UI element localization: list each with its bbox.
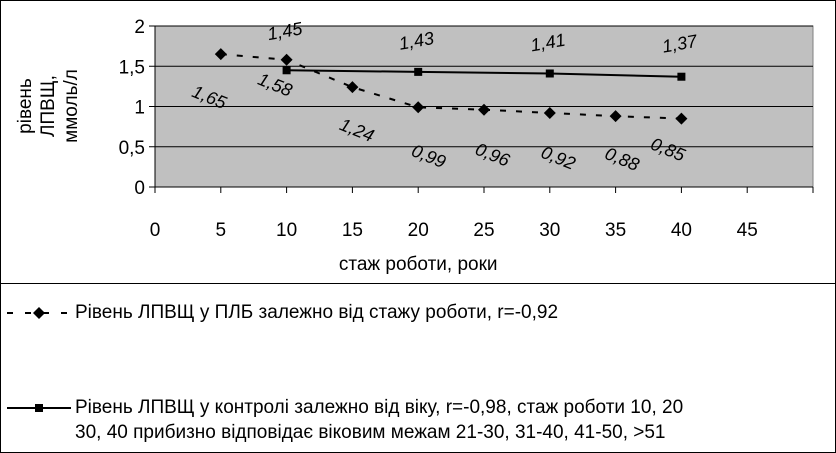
series1-point <box>543 106 556 119</box>
series2-point <box>677 72 686 81</box>
legend-entry-series1: Рівень ЛПВЩ у ПЛБ залежно від стажу робо… <box>75 302 559 323</box>
series2-point <box>282 66 291 75</box>
legend-marker-series1 <box>7 307 71 319</box>
y-tick-label: 1 <box>134 98 145 119</box>
legend-marker-series2 <box>7 404 71 412</box>
series1-point <box>609 110 622 123</box>
x-tick-label: 45 <box>737 220 758 241</box>
y-tick-label: 0 <box>134 178 145 199</box>
series1-point <box>675 112 688 125</box>
series1-point <box>346 81 359 94</box>
y-axis-title-line: рівень <box>15 78 36 134</box>
x-tick-label: 25 <box>473 220 494 241</box>
series1-point <box>214 48 227 61</box>
x-tick-label: 0 <box>150 220 161 241</box>
series1-point <box>280 53 293 66</box>
y-tick-label: 0,5 <box>119 138 145 159</box>
x-tick-label: 35 <box>605 220 626 241</box>
y-axis-title-line: ммоль/л <box>61 69 82 143</box>
legend-entry-series2-line1: Рівень ЛПВЩ у контролі залежно від віку,… <box>75 397 684 418</box>
y-tick-label: 2 <box>134 17 145 38</box>
series1-point <box>412 101 425 114</box>
x-axis-title: стаж роботи, роки <box>339 254 498 275</box>
y-axis-title-line: ЛПВЩ, <box>38 75 59 137</box>
x-tick-label: 5 <box>216 220 227 241</box>
x-tick-label: 20 <box>408 220 429 241</box>
legend-separator <box>1 283 835 284</box>
x-tick-label: 40 <box>671 220 692 241</box>
series1-point <box>478 103 490 116</box>
x-tick-label: 15 <box>342 220 363 241</box>
y-tick-label: 1,5 <box>119 57 145 78</box>
series2-point <box>545 69 554 78</box>
x-tick-label: 10 <box>276 220 297 241</box>
series2-point <box>414 67 423 76</box>
x-tick-label: 30 <box>539 220 560 241</box>
legend-entry-series2-line2: 30, 40 прибизно відповідає віковим межам… <box>75 422 666 443</box>
series2-line <box>286 69 682 78</box>
